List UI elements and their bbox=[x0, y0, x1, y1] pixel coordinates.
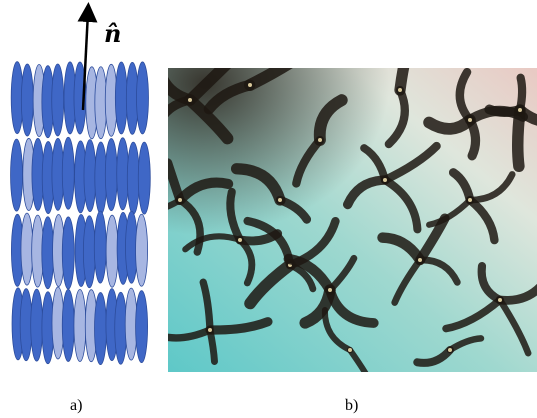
defect-core bbox=[398, 88, 402, 92]
brush bbox=[426, 196, 474, 228]
molecule bbox=[93, 210, 107, 284]
molecule bbox=[104, 138, 118, 211]
defect-core bbox=[518, 108, 522, 112]
brush bbox=[244, 68, 293, 91]
brush bbox=[342, 175, 390, 210]
brush bbox=[477, 261, 505, 305]
brush bbox=[394, 68, 410, 96]
brush bbox=[199, 278, 214, 334]
director-arrow bbox=[77, 2, 98, 111]
molecule bbox=[41, 216, 55, 290]
brush bbox=[184, 94, 234, 145]
brush bbox=[283, 253, 336, 296]
brush bbox=[205, 317, 273, 335]
panel-label: a) bbox=[70, 397, 82, 414]
defect-core bbox=[468, 198, 472, 202]
brush bbox=[413, 346, 454, 367]
molecule bbox=[10, 138, 23, 212]
brush bbox=[244, 259, 296, 310]
brush bbox=[380, 175, 422, 234]
molecule bbox=[83, 139, 97, 213]
brush bbox=[416, 256, 461, 286]
brush bbox=[230, 163, 286, 206]
defect-core bbox=[348, 348, 352, 352]
defect-core bbox=[278, 198, 282, 202]
defect-core bbox=[178, 198, 182, 202]
brush bbox=[495, 283, 537, 305]
molecule bbox=[82, 215, 96, 289]
brush bbox=[512, 104, 526, 173]
molecule bbox=[30, 288, 44, 362]
defect-core bbox=[238, 238, 242, 242]
defect-core bbox=[448, 348, 452, 352]
director-label: n̂ bbox=[104, 19, 121, 48]
defect-core bbox=[418, 258, 422, 262]
molecule bbox=[51, 63, 65, 137]
brush bbox=[484, 104, 525, 117]
smectic-schematic bbox=[10, 61, 151, 365]
brush bbox=[442, 296, 504, 333]
molecule bbox=[137, 141, 151, 215]
defect-core bbox=[208, 328, 212, 332]
molecule bbox=[20, 63, 34, 137]
brush bbox=[496, 296, 532, 357]
brush bbox=[466, 171, 516, 204]
brush bbox=[313, 94, 348, 146]
brush bbox=[176, 196, 204, 256]
brush bbox=[384, 85, 409, 149]
defect-core bbox=[383, 178, 387, 182]
molecule bbox=[61, 136, 75, 210]
molecule bbox=[105, 214, 119, 288]
brush bbox=[292, 135, 325, 188]
defect-core bbox=[328, 288, 332, 292]
molecule bbox=[20, 212, 34, 286]
brush bbox=[515, 73, 527, 115]
panel-label: b) bbox=[345, 397, 358, 414]
brush bbox=[168, 326, 214, 342]
brush bbox=[380, 141, 441, 185]
molecule bbox=[61, 216, 75, 290]
defect-core bbox=[498, 298, 502, 302]
molecule bbox=[116, 137, 130, 211]
molecule bbox=[73, 289, 87, 362]
brush bbox=[455, 68, 475, 125]
schlieren-texture bbox=[168, 68, 537, 372]
brush bbox=[168, 158, 185, 205]
molecule bbox=[126, 141, 140, 215]
brush bbox=[321, 306, 354, 354]
defect-core bbox=[468, 118, 472, 122]
molecule bbox=[135, 213, 148, 287]
brush bbox=[415, 213, 450, 265]
defect-core bbox=[248, 83, 252, 87]
defect-core bbox=[318, 138, 322, 142]
brush bbox=[226, 187, 245, 245]
molecule bbox=[136, 61, 149, 135]
brush bbox=[325, 285, 379, 328]
brush bbox=[346, 346, 369, 372]
molecule bbox=[114, 61, 128, 135]
molecule bbox=[61, 289, 75, 362]
defect-core bbox=[188, 98, 192, 102]
molecule bbox=[94, 292, 107, 365]
molecule bbox=[135, 290, 148, 364]
brush bbox=[206, 326, 218, 365]
